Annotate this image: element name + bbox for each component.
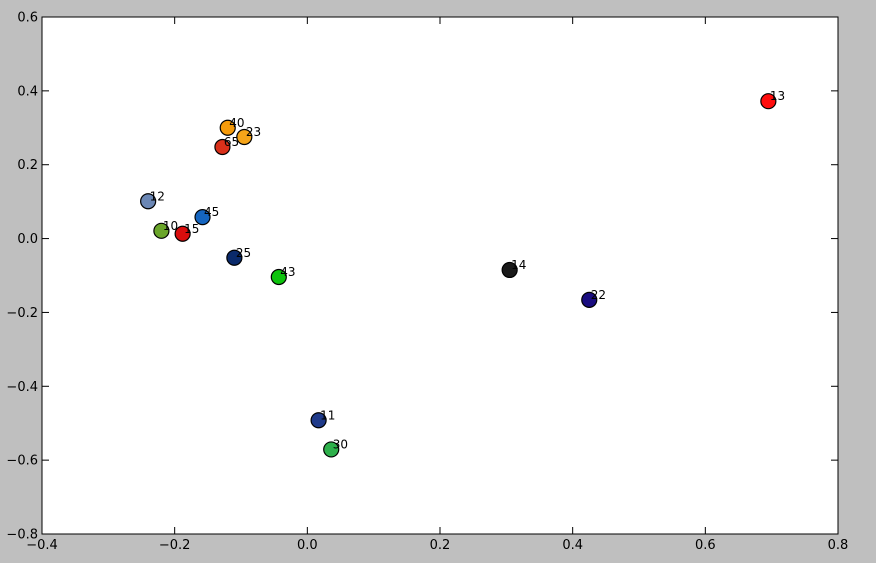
data-point-label: 12: [150, 189, 165, 203]
data-point-40: [219, 119, 236, 136]
y-tick-label: −0.6: [6, 454, 38, 469]
y-tick-label: −0.4: [6, 380, 38, 395]
data-point-label: 43: [280, 265, 295, 279]
data-point-45: [194, 209, 211, 226]
data-point-label: 40: [229, 116, 244, 130]
x-tick-label: 0.6: [695, 538, 716, 553]
data-point-label: 30: [333, 437, 348, 451]
data-point-10: [153, 222, 170, 239]
data-point-label: 25: [236, 246, 251, 260]
y-tick-label: 0.4: [17, 84, 38, 99]
x-tick-label: 0.2: [430, 538, 451, 553]
x-tick-label: 0.8: [828, 538, 849, 553]
data-point-14: [501, 261, 518, 279]
data-point-label: 13: [770, 89, 785, 103]
y-tick-label: 0.0: [17, 232, 38, 247]
x-tick-label: −0.2: [159, 538, 191, 553]
x-tick-label: 0.4: [562, 538, 583, 553]
data-point-11: [310, 412, 327, 429]
data-point-30: [323, 441, 340, 458]
data-point-label: 45: [204, 205, 219, 219]
data-point-13: [760, 93, 777, 110]
data-point-label: 14: [511, 258, 526, 272]
data-point-23: [236, 128, 253, 146]
y-tick-label: −0.2: [6, 306, 38, 321]
data-point-15: [174, 225, 191, 242]
data-point-label: 22: [591, 288, 606, 302]
x-tick-label: −0.4: [26, 538, 58, 553]
data-point-label: 65: [224, 135, 239, 149]
data-point-25: [226, 249, 243, 266]
data-point-22: [581, 291, 598, 308]
data-point-43: [270, 268, 287, 286]
data-point-label: 11: [320, 408, 335, 422]
plot-area: [42, 17, 838, 534]
data-point-12: [140, 193, 157, 210]
x-tick-label: 0.0: [297, 538, 318, 553]
y-tick-label: 0.6: [17, 11, 38, 26]
data-point-label: 10: [163, 219, 178, 233]
data-point-label: 15: [184, 222, 199, 236]
data-point-label: 23: [246, 125, 261, 139]
y-tick-label: −0.8: [6, 528, 38, 543]
plot-frame: [41, 16, 839, 535]
data-point-65: [214, 138, 231, 156]
y-tick-label: 0.2: [17, 158, 38, 173]
